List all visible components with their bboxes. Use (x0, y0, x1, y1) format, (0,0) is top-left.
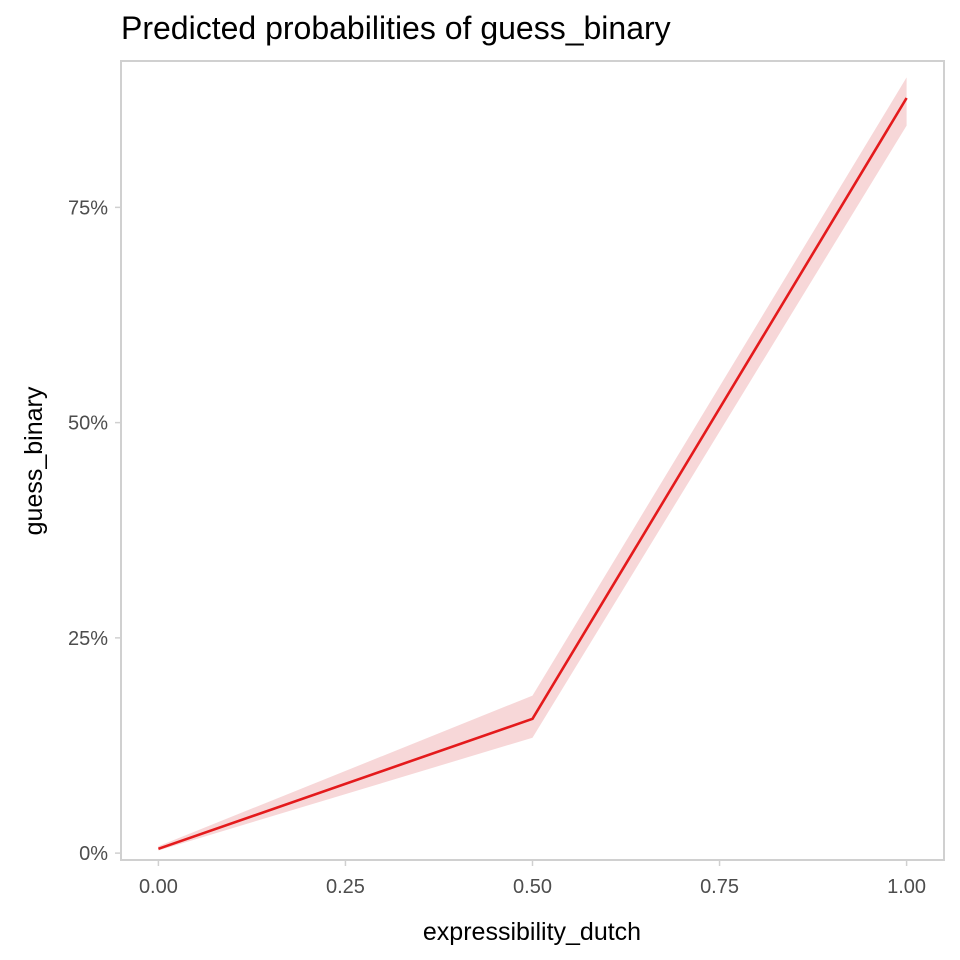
y-axis-ticks: 0% 25% 50% 75% (68, 197, 120, 865)
y-axis-title: guess_binary (20, 386, 48, 535)
confidence-ribbon (158, 77, 907, 851)
x-axis-title: expressibility_dutch (423, 918, 641, 946)
x-tick-label: 0.50 (513, 876, 552, 898)
x-tick-label: 0.25 (326, 876, 365, 898)
y-tick-label: 75% (68, 197, 108, 219)
x-axis-ticks: 0.00 0.25 0.50 0.75 1.00 (139, 861, 926, 898)
chart-title: Predicted probabilities of guess_binary (121, 10, 671, 46)
series-line (157, 97, 908, 851)
y-tick-label: 50% (68, 413, 108, 435)
x-tick-label: 0.00 (139, 876, 178, 898)
panel-border (120, 60, 945, 861)
x-tick-label: 0.75 (700, 876, 739, 898)
y-tick-label: 0% (79, 843, 108, 865)
y-tick-label: 25% (68, 628, 108, 650)
x-tick-label: 1.00 (887, 876, 926, 898)
